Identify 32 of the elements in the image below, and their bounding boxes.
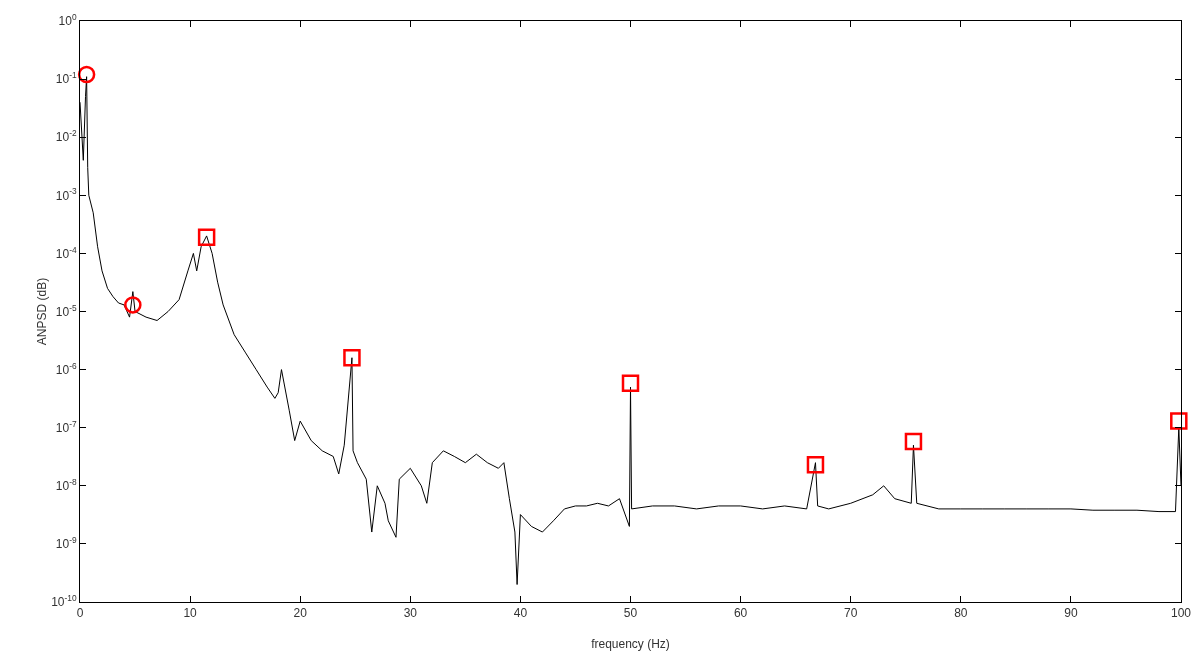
x-tick-label: 100 bbox=[1170, 606, 1192, 621]
point bbox=[197, 228, 216, 246]
x-axis-title: frequency (Hz) bbox=[591, 637, 670, 651]
y-tick-label: 10$^{-1}$ bbox=[55, 70, 77, 87]
y-tick-label: 10$^{-2}$ bbox=[55, 128, 77, 145]
x-tick-label: 40 bbox=[513, 606, 528, 621]
point bbox=[77, 65, 96, 84]
x-tick-label: 50 bbox=[623, 606, 638, 621]
y-tick-label: 10$^{-8}$ bbox=[55, 476, 77, 493]
x-tick-label: 80 bbox=[954, 606, 968, 621]
y-tick-label: 10$^{-3}$ bbox=[55, 186, 77, 203]
point bbox=[343, 348, 361, 367]
point bbox=[904, 432, 923, 451]
y-tick-label: 10$^{-4}$ bbox=[55, 244, 77, 261]
y-tick-label: 10$^{-7}$ bbox=[55, 418, 77, 435]
x-tick-label: 90 bbox=[1064, 606, 1078, 621]
y-tick-label: 10$^{-6}$ bbox=[55, 360, 77, 377]
x-tick-label: 60 bbox=[733, 606, 748, 621]
y-tick-label: 10$^{-10}$ bbox=[51, 593, 77, 610]
x-tick-label: 0 bbox=[76, 606, 84, 621]
y-tick-label: 10$^{-9}$ bbox=[55, 535, 77, 552]
y-tick-label: 10$^{-5}$ bbox=[55, 302, 77, 319]
y-tick-label: 10$^{0}$ bbox=[58, 12, 77, 29]
point bbox=[124, 296, 142, 314]
y-axis-title: ANPSD (dB) bbox=[35, 277, 49, 346]
x-tick-label: 70 bbox=[844, 606, 858, 621]
x-tick-label: 30 bbox=[403, 606, 418, 621]
point bbox=[1170, 412, 1188, 430]
point bbox=[806, 456, 825, 474]
x-tick-label: 20 bbox=[293, 606, 308, 621]
x-tick-label: 10 bbox=[183, 606, 198, 621]
point bbox=[621, 374, 640, 393]
